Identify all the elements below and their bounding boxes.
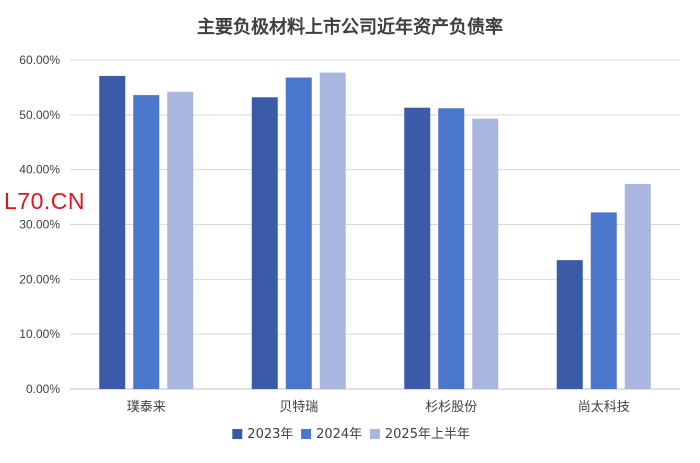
bar [624,183,651,389]
legend-swatch [301,429,312,439]
y-tick-label: 10.00% [19,327,60,341]
y-tick-label: 0.00% [26,382,60,396]
y-tick-label: 60.00% [19,53,60,67]
bar [167,91,194,389]
bar [472,118,499,390]
bar [319,72,346,389]
x-tick-label: 杉杉股份 [425,400,477,415]
bar [404,107,431,389]
legend-swatch [369,429,380,439]
x-tick-label: 璞泰来 [127,400,166,415]
legend-label: 2023年 [247,427,293,442]
x-tick-label: 尚太科技 [578,400,630,415]
chart-title: 主要负极材料上市公司近年资产负债率 [197,16,503,38]
legend-label: 2024年 [316,427,362,442]
y-tick-label: 40.00% [19,163,60,177]
bar [285,77,312,390]
watermark-logo: L70.CN [4,188,85,214]
y-tick-label: 20.00% [19,272,60,286]
y-tick-label: 50.00% [19,108,60,122]
bar [133,95,160,390]
legend-swatch [232,429,243,439]
bar [251,97,278,389]
y-tick-label: 30.00% [19,218,60,232]
bar [556,260,583,389]
x-tick-label: 贝特瑞 [279,400,318,415]
bar [99,75,126,389]
bar [590,212,617,389]
legend-label: 2025年上半年 [385,427,470,442]
bar [438,108,465,390]
